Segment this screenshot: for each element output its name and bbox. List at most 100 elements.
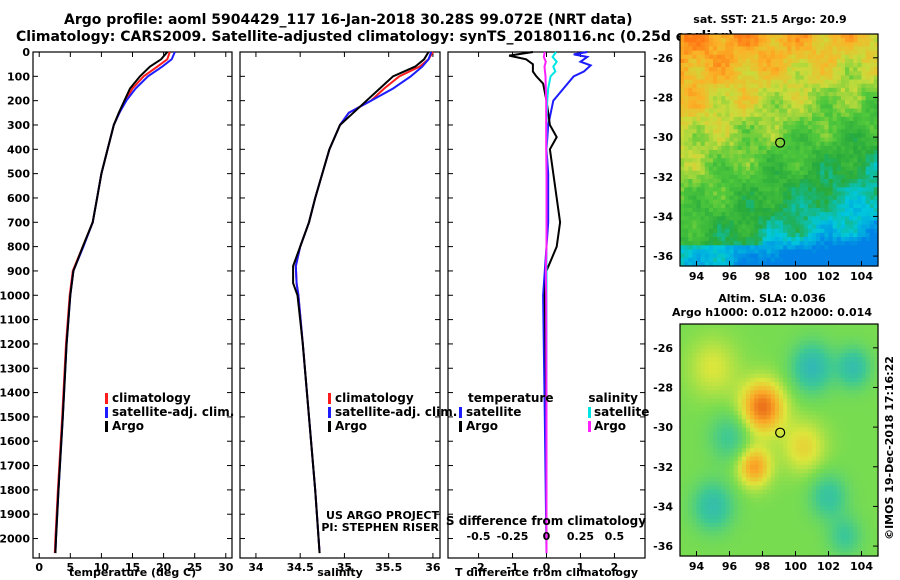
map-cell xyxy=(816,435,821,441)
map-cell xyxy=(799,125,805,130)
map-cell xyxy=(807,83,813,89)
map-cell xyxy=(746,79,751,85)
map-cell xyxy=(770,365,776,371)
map-cell xyxy=(799,324,805,329)
map-cell xyxy=(762,456,768,462)
map-cell xyxy=(836,324,842,329)
map-cell xyxy=(721,174,726,180)
map-cell xyxy=(803,100,809,106)
map-cell xyxy=(836,237,842,242)
map-cell xyxy=(692,220,698,226)
map-cell xyxy=(696,489,702,495)
map-cell xyxy=(766,220,772,226)
map-cell xyxy=(820,108,825,114)
map-cell xyxy=(680,108,685,114)
map-cell xyxy=(824,34,830,39)
depth-tick-label: 300 xyxy=(7,119,30,132)
map-cell xyxy=(857,208,863,213)
temperature-xtick-label: 15 xyxy=(125,561,140,574)
map-cell xyxy=(820,150,825,155)
map-cell xyxy=(795,183,801,188)
map-cell xyxy=(791,108,797,114)
map-cell xyxy=(696,464,702,470)
map-cell xyxy=(696,485,702,491)
map-cell xyxy=(704,129,710,135)
map-cell xyxy=(816,75,821,81)
map-cell xyxy=(774,87,780,93)
map-cell xyxy=(812,187,817,193)
map-cell xyxy=(766,199,772,205)
map-cell xyxy=(820,129,825,135)
map-cell xyxy=(828,324,834,329)
map-cell xyxy=(803,493,809,499)
map-cell xyxy=(787,353,792,358)
map-cell xyxy=(713,423,718,429)
map-cell xyxy=(700,328,706,333)
map-cell xyxy=(708,464,714,470)
map-cell xyxy=(845,75,850,81)
map-cell xyxy=(774,382,780,387)
map-cell xyxy=(729,241,735,246)
map-cell xyxy=(704,257,710,263)
map-cell xyxy=(820,365,825,371)
map-cell xyxy=(812,203,817,209)
map-cell xyxy=(721,344,726,350)
map-cell xyxy=(799,344,805,350)
map-cell xyxy=(779,166,784,172)
map-cell xyxy=(840,336,846,342)
map-cell xyxy=(853,212,858,217)
map-cell xyxy=(774,116,780,122)
map-cell xyxy=(766,145,772,151)
map-cell xyxy=(704,498,710,503)
map-cell xyxy=(692,46,698,52)
map-cell xyxy=(845,452,850,458)
map-cell xyxy=(733,481,739,487)
map-cell xyxy=(869,145,875,151)
map-cell xyxy=(733,170,739,176)
map-cell xyxy=(807,431,813,437)
map-cell xyxy=(820,154,825,159)
map-cell xyxy=(717,328,722,333)
map-cell xyxy=(824,145,830,151)
map-cell xyxy=(783,369,788,375)
map-cell xyxy=(840,42,846,48)
map-cell xyxy=(713,58,718,64)
map-cell xyxy=(680,170,685,176)
map-cell xyxy=(774,162,780,168)
map-cell xyxy=(824,96,830,101)
map-cell xyxy=(807,121,813,126)
map-cell xyxy=(700,154,706,159)
map-cell xyxy=(717,423,722,429)
map-cell xyxy=(828,344,834,350)
map-cell xyxy=(791,489,797,495)
map-cell xyxy=(861,344,867,350)
map-cell xyxy=(791,423,797,429)
map-cell xyxy=(836,473,842,478)
map-cell xyxy=(783,92,788,97)
map-cell xyxy=(717,386,722,391)
map-cell xyxy=(803,469,809,474)
map-cell xyxy=(754,257,759,263)
map-cell xyxy=(783,456,788,462)
map-cell xyxy=(713,249,718,255)
map-cell xyxy=(766,67,772,72)
map-cell xyxy=(704,324,710,329)
map-cell xyxy=(840,133,846,139)
map-cell xyxy=(803,377,809,383)
map-cell xyxy=(758,195,764,201)
map-cell xyxy=(746,481,751,487)
map-cell xyxy=(766,100,772,106)
map-cell xyxy=(824,104,830,110)
map-cell xyxy=(725,58,731,64)
map-cell xyxy=(688,485,693,491)
map-cell xyxy=(795,100,801,106)
map-cell xyxy=(865,423,871,429)
map-cell xyxy=(746,344,751,350)
map-cell xyxy=(750,481,755,487)
map-cell xyxy=(708,328,714,333)
map-cell xyxy=(869,195,875,201)
map-cell xyxy=(795,145,801,151)
map-cell xyxy=(729,108,735,114)
map-cell xyxy=(803,170,809,176)
map-cell xyxy=(746,104,751,110)
